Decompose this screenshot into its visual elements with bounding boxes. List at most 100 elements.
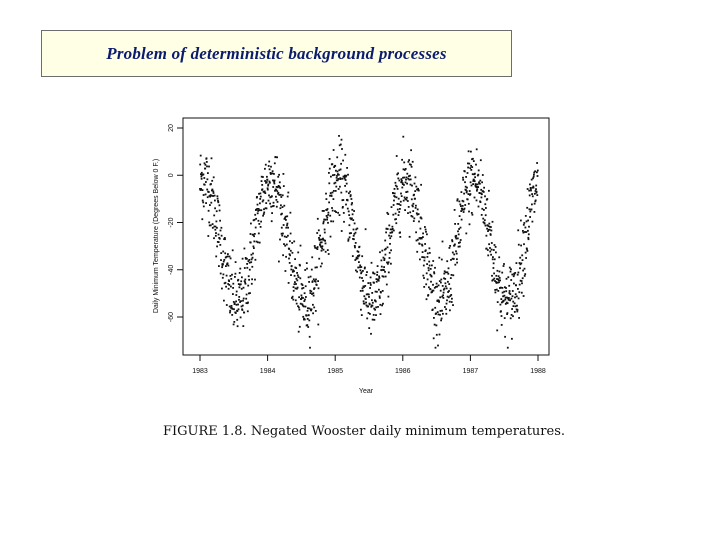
data-point <box>339 168 342 171</box>
data-point <box>308 319 311 322</box>
data-point <box>489 250 492 253</box>
data-point <box>241 257 244 260</box>
data-point <box>314 280 317 283</box>
data-point <box>428 247 431 250</box>
data-point <box>403 184 405 186</box>
data-point <box>261 200 264 203</box>
data-point <box>534 190 537 192</box>
y-axis-label: Daily Minimum Temperature (Degrees Below… <box>153 159 160 313</box>
data-point <box>296 286 299 289</box>
data-point <box>317 280 319 282</box>
data-point <box>242 325 245 327</box>
data-point <box>535 184 538 187</box>
data-point <box>271 172 274 175</box>
data-point <box>480 188 483 191</box>
data-point <box>347 238 350 241</box>
data-point <box>404 198 407 200</box>
data-point <box>495 274 498 277</box>
data-point <box>259 202 261 205</box>
data-point <box>280 196 283 198</box>
data-point <box>318 257 321 260</box>
data-point <box>331 209 334 212</box>
data-point <box>440 319 442 322</box>
data-point <box>324 218 327 221</box>
data-point <box>213 214 216 217</box>
data-point <box>214 199 216 202</box>
data-point <box>271 170 274 173</box>
data-point <box>303 292 306 295</box>
data-point <box>411 215 414 218</box>
data-point <box>323 210 325 212</box>
data-point <box>240 280 243 283</box>
data-point <box>367 282 370 284</box>
data-point <box>204 167 207 170</box>
data-point <box>254 278 256 281</box>
data-point <box>487 230 489 232</box>
slide-title-box: Problem of deterministic background proc… <box>41 30 512 77</box>
data-point <box>211 223 214 225</box>
data-point <box>336 170 339 173</box>
data-point <box>256 212 259 215</box>
data-point <box>435 312 437 315</box>
data-point <box>243 247 246 250</box>
data-point <box>410 149 412 152</box>
data-point <box>332 198 335 200</box>
data-point <box>297 330 300 333</box>
data-point <box>363 302 366 305</box>
data-point <box>438 301 440 303</box>
data-point <box>374 290 377 293</box>
data-point <box>351 213 354 216</box>
data-point <box>301 284 304 286</box>
data-point <box>368 296 370 298</box>
data-point <box>381 275 384 278</box>
data-point <box>457 245 460 248</box>
data-point <box>217 241 220 243</box>
y-tick-label: -40 <box>168 265 175 275</box>
data-point <box>475 199 478 202</box>
data-point <box>336 179 339 182</box>
data-point <box>349 194 352 196</box>
data-point <box>349 190 351 193</box>
data-point <box>402 199 405 202</box>
data-point <box>256 196 258 198</box>
data-point <box>295 302 298 305</box>
data-point <box>506 346 509 349</box>
data-point <box>407 212 409 214</box>
data-point <box>337 178 340 180</box>
data-point <box>424 226 426 228</box>
data-point <box>260 209 263 212</box>
x-tick-label: 1985 <box>327 368 343 375</box>
data-point <box>495 282 498 284</box>
data-point <box>465 189 467 191</box>
data-point <box>415 212 418 215</box>
data-point <box>485 247 488 250</box>
data-point <box>442 294 444 297</box>
data-point <box>461 205 464 207</box>
data-point <box>529 187 532 190</box>
data-point <box>342 199 345 201</box>
data-point <box>374 308 376 311</box>
data-point <box>520 291 523 294</box>
data-point <box>253 247 255 249</box>
data-point <box>244 278 247 281</box>
data-point <box>487 228 490 231</box>
data-point <box>525 231 528 233</box>
data-point <box>236 325 239 328</box>
data-point <box>364 285 367 287</box>
data-point <box>440 281 442 284</box>
data-point <box>442 312 444 315</box>
data-point <box>245 302 248 304</box>
data-point <box>360 314 363 316</box>
data-point <box>499 279 501 282</box>
data-point <box>493 244 496 246</box>
data-point <box>254 226 257 229</box>
data-point <box>514 293 517 296</box>
data-point <box>224 281 227 284</box>
data-point <box>289 211 292 214</box>
data-point <box>244 282 247 285</box>
data-point <box>398 179 401 182</box>
data-point <box>342 159 344 162</box>
data-point <box>286 195 289 198</box>
data-point <box>281 234 284 237</box>
data-point <box>298 308 301 311</box>
